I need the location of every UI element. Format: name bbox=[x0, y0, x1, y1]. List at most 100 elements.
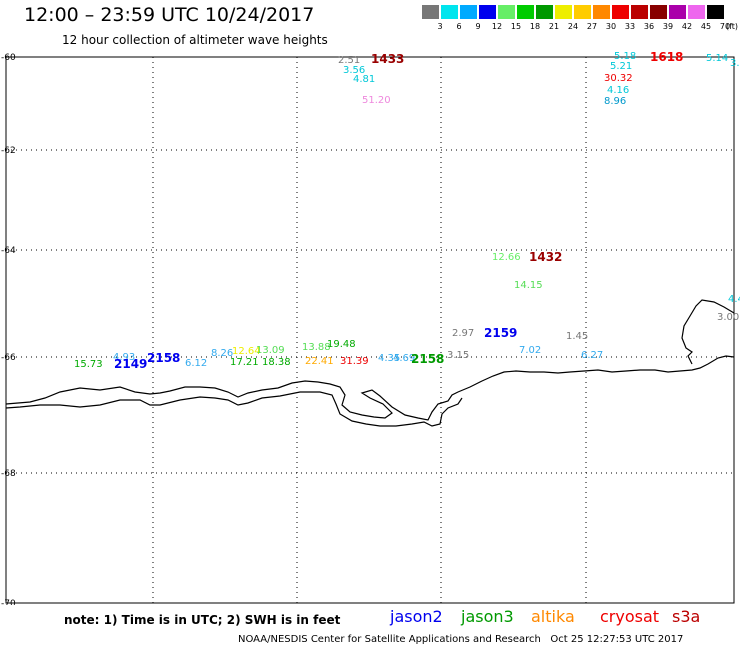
pass-time-label: 1432 bbox=[529, 250, 562, 264]
wave-height-value: 5.18 bbox=[614, 51, 636, 62]
color-swatch bbox=[498, 5, 515, 19]
wave-height-value: 19.48 bbox=[327, 339, 356, 350]
color-swatch-label: 6 bbox=[456, 22, 462, 31]
wave-height-value: 15.73 bbox=[74, 359, 103, 370]
color-swatch-label: 24 bbox=[567, 22, 579, 31]
wave-height-map: 120123126129132135-60-62-64-66-68-70 2.5… bbox=[1, 50, 740, 605]
wave-height-value: 17.21 bbox=[230, 357, 259, 368]
color-swatch-label: 18 bbox=[529, 22, 541, 31]
credit-text: NOAA/NESDIS Center for Satellite Applica… bbox=[238, 634, 541, 645]
color-swatch-label: 27 bbox=[586, 22, 598, 31]
color-swatch bbox=[650, 5, 667, 19]
pass-time-label: 2158 bbox=[147, 351, 180, 365]
wave-height-value: 3.15 bbox=[447, 350, 469, 361]
color-swatch bbox=[422, 5, 439, 19]
color-swatch bbox=[555, 5, 572, 19]
wave-height-value: 18.38 bbox=[262, 357, 291, 368]
wave-height-value: 7.02 bbox=[519, 345, 541, 356]
coastline-peninsula bbox=[681, 299, 735, 365]
color-swatch-label: 30 bbox=[605, 22, 617, 31]
wave-height-value: 13.09 bbox=[256, 345, 285, 356]
pass-time-label: 2158 bbox=[411, 352, 444, 366]
page-subtitle: 12 hour collection of altimeter wave hei… bbox=[62, 33, 328, 47]
wave-height-value: 12.66 bbox=[492, 252, 521, 263]
color-swatch-label: 3 bbox=[437, 22, 443, 31]
latitude-tick-label: -60 bbox=[1, 53, 16, 63]
footnote: note: 1) Time is in UTC; 2) SWH is in fe… bbox=[64, 613, 341, 627]
wave-height-value: 51.20 bbox=[362, 95, 391, 106]
color-swatch-label: 21 bbox=[548, 22, 560, 31]
wave-height-value: 13.88 bbox=[302, 342, 331, 353]
wave-height-value: 8.96 bbox=[604, 96, 626, 107]
wave-height-value: 6.12 bbox=[185, 358, 207, 369]
color-swatch bbox=[574, 5, 591, 19]
wave-height-value: 3.0 bbox=[730, 58, 740, 69]
legend-s3a: s3a bbox=[672, 607, 701, 626]
legend-jason2: jason2 bbox=[390, 607, 443, 626]
map-tick-labels: 120123126129132135-60-62-64-66-68-70 bbox=[1, 53, 16, 605]
coastline-inlet bbox=[5, 391, 463, 427]
color-swatch-label: 15 bbox=[510, 22, 522, 31]
wave-height-value: 3.56 bbox=[343, 65, 365, 76]
color-swatch-label: 33 bbox=[624, 22, 636, 31]
color-swatch bbox=[460, 5, 477, 19]
wave-height-value: 1.45 bbox=[566, 331, 588, 342]
wave-height-value: 3.00 bbox=[717, 312, 739, 323]
pass-time-label: 2149 bbox=[114, 357, 147, 371]
wave-height-value: 4.93 bbox=[113, 352, 135, 363]
legend-altika: altika bbox=[531, 607, 575, 626]
wave-height-value: 5.21 bbox=[610, 61, 632, 72]
pass-time-label: 1433 bbox=[371, 52, 404, 66]
wave-height-value: 30.32 bbox=[604, 73, 633, 84]
wave-height-value: 14.15 bbox=[514, 280, 543, 291]
color-swatch bbox=[612, 5, 629, 19]
wave-height-value: 4.16 bbox=[607, 85, 629, 96]
wave-height-value: 4.35 bbox=[378, 353, 400, 364]
page-title: 12:00 – 23:59 UTC 10/24/2017 bbox=[24, 4, 315, 26]
wave-height-value: 8.26 bbox=[211, 348, 233, 359]
pass-time-label: 1618 bbox=[650, 50, 683, 64]
wave-height-value: 22.41 bbox=[305, 356, 334, 367]
latitude-tick-label: -62 bbox=[1, 146, 16, 156]
color-swatch-label: 70 bbox=[719, 22, 731, 31]
color-swatch-label: 12 bbox=[491, 22, 503, 31]
wave-height-value: 12.64 bbox=[232, 346, 261, 357]
antarctic-coastline bbox=[5, 355, 735, 421]
color-swatch bbox=[536, 5, 553, 19]
wave-height-value: 5.14 bbox=[706, 53, 728, 64]
wave-height-value: 4.81 bbox=[353, 74, 375, 85]
latitude-tick-label: -64 bbox=[1, 246, 16, 256]
color-swatch-label: 42 bbox=[681, 22, 693, 31]
color-scale-unit: (ft) bbox=[725, 22, 739, 31]
wave-height-value: 2.51 bbox=[338, 55, 360, 66]
wave-height-value: 4.69 bbox=[393, 353, 415, 364]
color-swatch bbox=[707, 5, 724, 19]
color-swatch bbox=[479, 5, 496, 19]
color-swatch bbox=[593, 5, 610, 19]
map-gridlines bbox=[6, 57, 734, 603]
wave-height-value: 4.4 bbox=[728, 294, 740, 305]
color-swatch-label: 9 bbox=[475, 22, 481, 31]
latitude-tick-label: -70 bbox=[1, 599, 16, 605]
color-swatch bbox=[688, 5, 705, 19]
wave-height-value: 6.27 bbox=[581, 350, 603, 361]
legend-cryosat: cryosat bbox=[600, 607, 660, 626]
color-swatch-label: 39 bbox=[662, 22, 674, 31]
color-swatch bbox=[669, 5, 686, 19]
pass-time-label: 2159 bbox=[484, 326, 517, 340]
wave-height-value: 31.39 bbox=[340, 356, 369, 367]
color-swatch bbox=[631, 5, 648, 19]
wave-height-value: 2.97 bbox=[452, 328, 474, 339]
timestamp: Oct 25 12:27:53 UTC 2017 bbox=[550, 634, 684, 645]
legend-jason3: jason3 bbox=[461, 607, 514, 626]
color-swatch-label: 45 bbox=[700, 22, 712, 31]
latitude-tick-label: -68 bbox=[1, 469, 16, 479]
color-swatch bbox=[517, 5, 534, 19]
credit-line: NOAA/NESDIS Center for Satellite Applica… bbox=[238, 634, 683, 645]
color-swatch-label: 36 bbox=[643, 22, 655, 31]
latitude-tick-label: -66 bbox=[1, 353, 16, 363]
map-frame bbox=[5, 56, 735, 604]
color-swatch bbox=[441, 5, 458, 19]
